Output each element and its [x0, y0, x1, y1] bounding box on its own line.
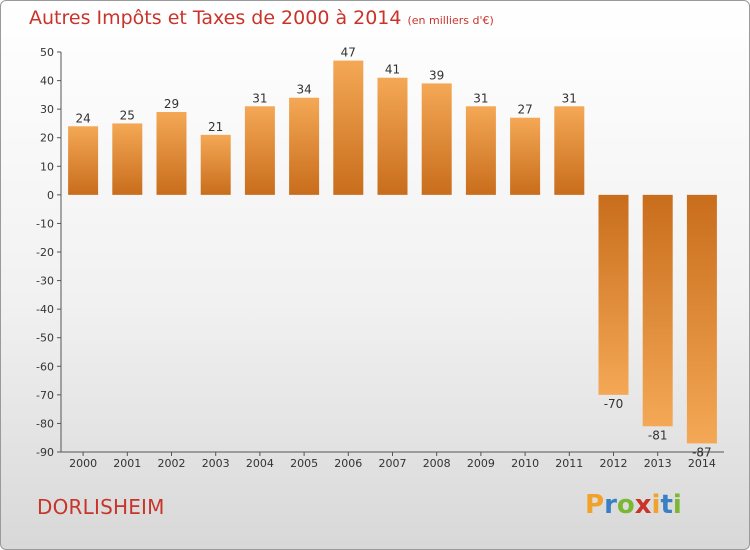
bar — [642, 194, 673, 427]
data-label: 25 — [120, 108, 135, 122]
x-tick-label: 2003 — [202, 457, 230, 470]
bar — [421, 83, 452, 195]
logo-letter: P — [585, 490, 605, 520]
chart-title: Autres Impôts et Taxes de 2000 à 2014 (en… — [29, 7, 494, 29]
y-tick-label: -90 — [36, 446, 54, 459]
y-tick-label: -80 — [36, 417, 54, 430]
bar — [377, 77, 408, 195]
bar — [510, 117, 541, 195]
x-tick-label: 2011 — [555, 457, 583, 470]
x-tick-label: 2002 — [158, 457, 186, 470]
bar — [686, 194, 717, 444]
x-tick-label: 2000 — [69, 457, 97, 470]
y-tick-label: 50 — [40, 46, 54, 59]
data-label: 29 — [164, 97, 179, 111]
x-tick-label: 2007 — [379, 457, 407, 470]
logo-letter: t — [660, 490, 673, 520]
x-tick-label: 2001 — [113, 457, 141, 470]
data-label: 21 — [208, 120, 223, 134]
logo-letter: x — [634, 490, 652, 520]
logo-letter: r — [604, 490, 617, 520]
data-label: 34 — [296, 83, 311, 97]
proxiti-logo: Proxiti — [585, 490, 682, 520]
data-label: 39 — [429, 68, 444, 82]
y-tick-label: -50 — [36, 332, 54, 345]
x-tick-label: 2014 — [688, 457, 716, 470]
bar — [156, 112, 187, 195]
y-tick-label: -20 — [36, 246, 54, 259]
data-label: 24 — [75, 111, 90, 125]
logo-letter: o — [616, 490, 635, 520]
data-label: -81 — [648, 428, 668, 442]
chart-title-text: Autres Impôts et Taxes de 2000 à 2014 — [29, 7, 402, 29]
y-tick-label: 0 — [47, 189, 54, 202]
data-label: 31 — [473, 91, 488, 105]
x-tick-label: 2008 — [423, 457, 451, 470]
y-tick-label: -60 — [36, 360, 54, 373]
bar — [200, 134, 231, 195]
bar — [333, 60, 364, 195]
bar — [244, 106, 275, 195]
logo-letter: i — [651, 490, 661, 520]
y-tick-label: 20 — [40, 132, 54, 145]
data-label: 47 — [341, 46, 356, 60]
y-tick-label: -40 — [36, 303, 54, 316]
x-tick-label: 2010 — [511, 457, 539, 470]
bar — [465, 106, 496, 195]
data-label: -87 — [692, 445, 712, 459]
x-tick-label: 2009 — [467, 457, 495, 470]
y-tick-label: 10 — [40, 160, 54, 173]
x-tick-label: 2012 — [600, 457, 628, 470]
x-tick-label: 2013 — [644, 457, 672, 470]
x-tick-label: 2006 — [334, 457, 362, 470]
x-tick-label: 2004 — [246, 457, 274, 470]
data-label: 41 — [385, 63, 400, 77]
data-label: 27 — [517, 103, 532, 117]
bar — [598, 194, 629, 395]
y-tick-label: 40 — [40, 75, 54, 88]
bar — [289, 97, 320, 195]
city-name: DORLISHEIM — [37, 495, 165, 519]
y-tick-label: -70 — [36, 389, 54, 402]
data-label: 31 — [562, 91, 577, 105]
y-tick-label: -30 — [36, 275, 54, 288]
bar — [112, 123, 143, 195]
bar — [68, 126, 99, 195]
data-label: 31 — [252, 91, 267, 105]
data-label: -70 — [604, 397, 624, 411]
x-tick-label: 2005 — [290, 457, 318, 470]
chart-subtitle: (en milliers d'€) — [407, 14, 494, 27]
y-tick-label: 30 — [40, 103, 54, 116]
logo-letter: i — [672, 490, 682, 520]
y-tick-label: -10 — [36, 217, 54, 230]
bar — [554, 106, 585, 195]
